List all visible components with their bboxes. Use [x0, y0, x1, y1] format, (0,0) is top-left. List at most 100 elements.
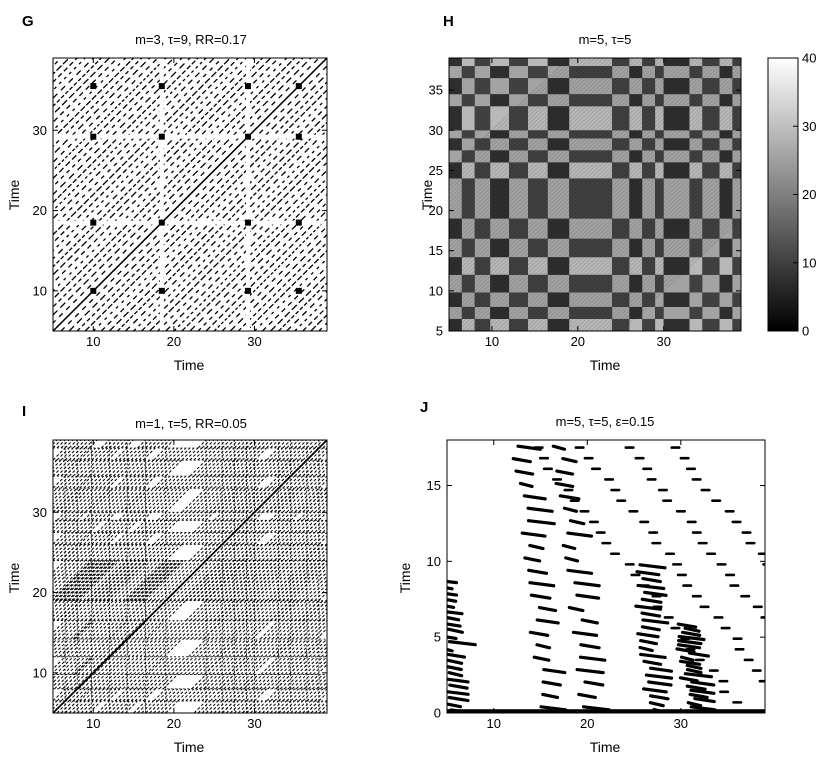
panel-i-hatch-line [268, 638, 287, 658]
panel-i-hatch-line [136, 620, 156, 640]
panel-i-hatch-line [221, 475, 235, 489]
panel-i-hatch-line [274, 511, 284, 521]
panel-h-cell [461, 94, 475, 107]
panel-h-cell [474, 306, 491, 319]
panel-i-hatch-line [272, 656, 292, 675]
panel-i-hatch-line [88, 544, 106, 561]
panel-i-hatch-line [181, 688, 195, 702]
panel-h-cell [474, 318, 491, 331]
panel-g-recurrence-line [53, 58, 215, 220]
panel-h-cell [702, 94, 720, 107]
panel-i-hatch-line [165, 700, 179, 713]
panel-i-hatch-line [142, 511, 152, 521]
panel-i-hatched-block [153, 447, 219, 461]
panel-h-y-tick-label: 5 [436, 324, 443, 339]
panel-i-hatch-line [266, 544, 283, 561]
panel-g-recurrence-line [53, 58, 263, 268]
panel-i-hatch-line [231, 620, 251, 640]
panel-i-hatch-line [221, 688, 235, 702]
panel-i-hatch-line [101, 656, 121, 675]
panel-h-cell [449, 150, 462, 163]
panel-i-hatch-line [72, 487, 98, 513]
panel-i-hatch-line [53, 531, 66, 545]
panel-i-hatch-line [299, 674, 316, 690]
panel-g-spot [90, 133, 97, 140]
panel-i-hatch-line [308, 674, 324, 690]
panel-i-hatch-line [201, 700, 215, 713]
panel-h-cell [461, 78, 475, 95]
panel-h-cell [642, 292, 656, 307]
panel-g-spot [245, 83, 252, 90]
panel-h-texture-line [449, 58, 570, 172]
panel-i-hatch-line [250, 544, 267, 561]
panel-i-hatch-line [76, 519, 90, 533]
panel-i-hatch-line [95, 638, 114, 658]
panel-i-hatch-line [236, 656, 255, 675]
panel-i-hatch-line [238, 475, 251, 489]
panel-h-cell [719, 138, 733, 151]
panel-i-hatch-line [80, 487, 106, 513]
panel-i-hatch-line [132, 620, 152, 640]
panel-h-cell [719, 318, 733, 331]
panel-i-hatch-line [322, 527, 327, 533]
panel-i-hatch-line [322, 708, 327, 713]
panel-h-texture-line [449, 58, 592, 192]
panel-i-hatch-line [137, 700, 151, 713]
panel-i-hatch-line [298, 511, 308, 521]
panel-i-hatch-line [197, 487, 223, 513]
panel-i-hatch-line [127, 638, 147, 658]
panel-i-hatch-line [298, 475, 312, 489]
panel-i-hatch-line [254, 560, 296, 601]
panel-i-hatch-line [229, 700, 243, 713]
panel-i-hatch-line [250, 447, 263, 461]
panel-h-cell [528, 94, 548, 107]
panel-i-hatch-line [161, 447, 175, 461]
panel-j-mark [562, 506, 579, 513]
panel-h-texture-line [449, 58, 729, 320]
panel-i-hatch-line [83, 560, 125, 601]
panel-i-hatch-line [276, 656, 296, 675]
panel-h-cell [689, 178, 703, 219]
panel-i-hatch-line [302, 544, 320, 561]
panel-j-mark [518, 481, 534, 489]
panel-i-hatch-line [72, 475, 86, 489]
panel-h-cell [612, 66, 630, 79]
panel-h-cell [732, 66, 741, 79]
panel-h-cell [719, 292, 733, 307]
panel-i-hatch-line [138, 531, 152, 545]
panel-i-hatch-line [107, 511, 117, 521]
panel-i-hatch-line [96, 487, 122, 513]
panel-i-hatch-line [258, 544, 275, 561]
panel-i-hatch-line [124, 544, 142, 561]
panel-j-mark [447, 702, 463, 709]
panel-i-hatch-line [270, 560, 312, 601]
panel-h-cell [490, 218, 510, 239]
panel-i-hatch-line [145, 440, 155, 449]
panel-i-hatch-line [133, 519, 147, 533]
panel-i-hatch-line [211, 620, 231, 640]
panel-i-hatch-line [68, 487, 94, 513]
panel-i-hatch-line [169, 447, 183, 461]
panel-h-texture-line [474, 81, 741, 331]
panel-h-cell [528, 218, 548, 239]
panel-h-cell [547, 94, 570, 107]
panel-h-cell [474, 94, 491, 107]
panel-i-hatch-line [286, 487, 312, 513]
panel-j-mark [642, 659, 663, 666]
panel-j-mark [526, 519, 556, 526]
panel-h-cell [642, 106, 656, 131]
panel-i-hatch-line [64, 560, 106, 601]
panel-i-hatch-line [217, 475, 231, 489]
panel-i-hatch-line [189, 459, 207, 477]
panel-i-hatch-line [88, 459, 106, 477]
panel-i-hatch-line [117, 700, 130, 713]
panel-i-hatch-line [161, 700, 175, 713]
panel-i-hatch-line [274, 544, 292, 561]
panel-j-mark [447, 658, 464, 665]
panel-h-cell [663, 138, 690, 151]
panel-i-hatch-line [157, 511, 167, 521]
panel-g-spot [158, 287, 165, 294]
panel-i-hatch-line [90, 674, 106, 690]
panel-j-mark [447, 597, 458, 603]
panel-i-hatch-line [209, 560, 251, 601]
